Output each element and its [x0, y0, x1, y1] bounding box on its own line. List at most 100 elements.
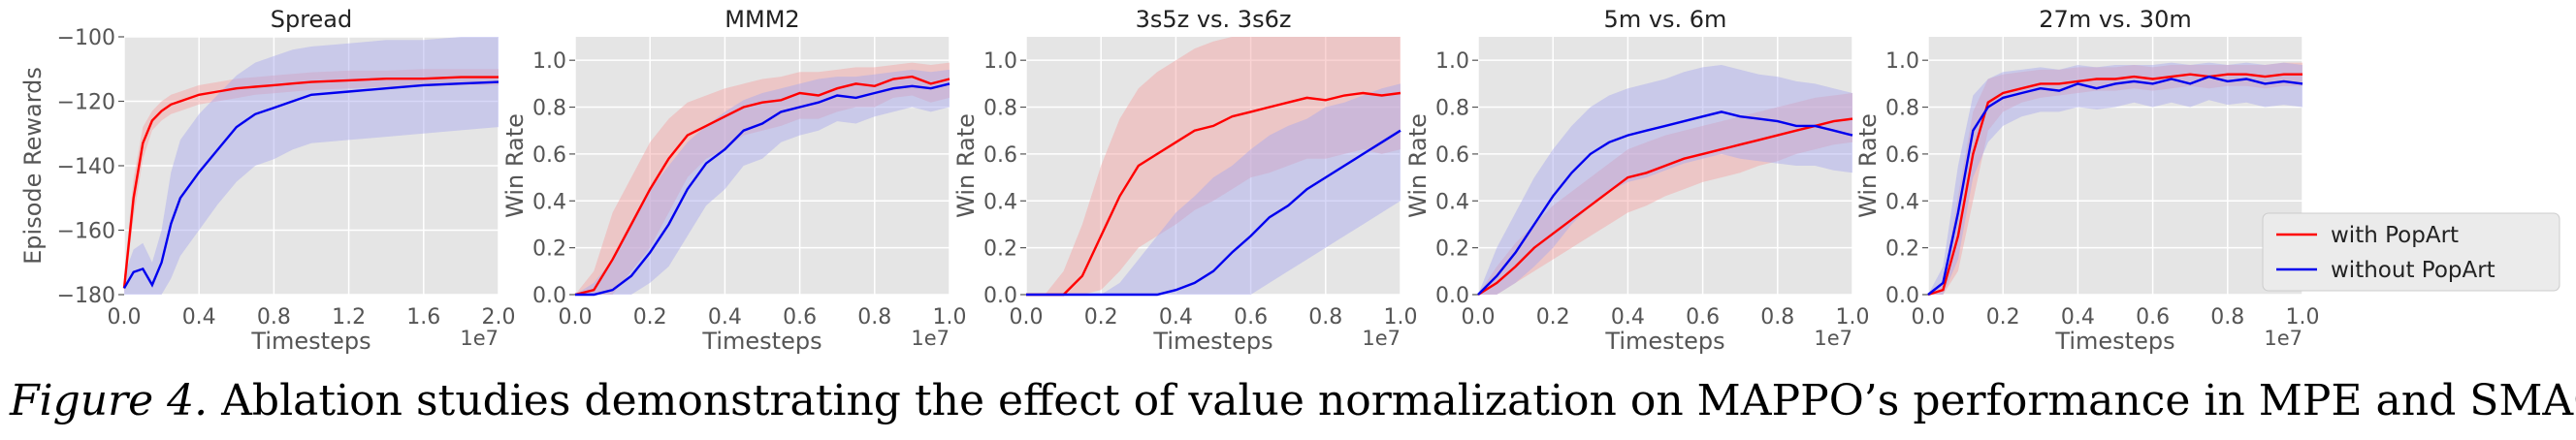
- y-tick-label: −100: [57, 26, 115, 50]
- caption-label: Figure 4.: [10, 376, 209, 425]
- y-tick-label: 0.2: [983, 237, 1017, 262]
- y-tick-label: 0.4: [983, 190, 1017, 214]
- y-tick-label: 0.2: [1435, 237, 1469, 262]
- band-with-popart: [1478, 93, 1852, 295]
- chart-panel-1: 0.0 0.4 0.8 1.2 1.6 2.0 −180 −160 −140 −120 −100 Sp…: [19, 6, 516, 355]
- x-axis-label: Timesteps: [250, 328, 370, 355]
- y-tick-label: 0.6: [1435, 143, 1469, 168]
- band-without-popart: [1478, 65, 1852, 295]
- x-tick-label: 0.4: [708, 305, 742, 330]
- chart-panel-4: 0.0 0.2 0.4 0.6 0.8 1.0 0.0 0.2 0.4 0.6 0.8 1.0 5m v…: [1404, 6, 1870, 355]
- x-offset-label: 1e7: [911, 327, 950, 350]
- plot-area: [575, 37, 950, 295]
- x-tick-label: 1.2: [332, 305, 366, 330]
- y-tick-label: −140: [57, 155, 115, 179]
- y-axis-label: Win Rate: [1854, 113, 1882, 218]
- y-tick-label: 0.8: [1885, 97, 1919, 121]
- panel-title: Spread: [271, 6, 353, 33]
- x-axis-label: Timesteps: [2054, 328, 2174, 355]
- y-axis-label: Win Rate: [501, 113, 529, 218]
- x-offset-label: 1e7: [1362, 327, 1401, 350]
- x-tick-label: 0.2: [1084, 305, 1118, 330]
- y-tick-label: −160: [57, 220, 115, 244]
- series-line-without-popart: [575, 82, 950, 297]
- x-offset-label: 1e7: [460, 327, 499, 350]
- x-tick-label: 0.6: [2136, 305, 2170, 330]
- x-tick-label: 0.6: [1686, 305, 1720, 330]
- x-tick-label: 0.0: [1462, 305, 1496, 330]
- band-with-popart: [575, 62, 950, 295]
- x-tick-label: 0.2: [633, 305, 667, 330]
- x-tick-label: 0.0: [1010, 305, 1044, 330]
- y-tick-label: −180: [57, 284, 115, 308]
- panel-title: 3s5z vs. 3s6z: [1136, 6, 1292, 33]
- x-axis-label: Timesteps: [1152, 328, 1272, 355]
- series-line-with-popart: [122, 76, 499, 289]
- x-tick-label: 0.8: [1760, 305, 1794, 330]
- series-line-without-popart: [1026, 129, 1401, 297]
- x-tick-label: 1.0: [933, 305, 967, 330]
- panel-title: 27m vs. 30m: [2039, 6, 2191, 33]
- y-tick-label: 1.0: [983, 49, 1017, 74]
- legend-label: without PopArt: [2331, 258, 2496, 283]
- caption-text: Ablation studies demonstrating the effec…: [221, 376, 2576, 425]
- x-tick-label: 0.0: [108, 305, 142, 330]
- band-without-popart: [124, 37, 499, 295]
- x-tick-label: 0.0: [1912, 305, 1946, 330]
- series-line-without-popart: [1477, 110, 1853, 296]
- y-tick-label: 0.0: [983, 284, 1017, 308]
- chart-panel-3: 0.0 0.2 0.4 0.6 0.8 1.0 0.0 0.2 0.4 0.6 0.8 1.0 3s5z…: [952, 6, 1418, 355]
- band-with-popart: [1026, 37, 1401, 295]
- y-tick-label: 0.8: [983, 97, 1017, 121]
- series-line-with-popart: [1927, 73, 2302, 297]
- chart-panel-5: 0.0 0.2 0.4 0.6 0.8 1.0 0.0 0.2 0.4 0.6 0.8 1.0 27m …: [1854, 6, 2320, 355]
- x-offset-label: 1e7: [1814, 327, 1852, 350]
- x-tick-label: 1.0: [1384, 305, 1418, 330]
- panel-title: 5m vs. 6m: [1604, 6, 1727, 33]
- x-tick-label: 0.4: [1159, 305, 1193, 330]
- y-tick-label: 0.2: [532, 237, 566, 262]
- x-tick-label: 0.4: [1611, 305, 1645, 330]
- x-tick-label: 0.2: [1986, 305, 2020, 330]
- plot-area: [1026, 37, 1401, 295]
- series-line-without-popart: [122, 80, 499, 290]
- x-axis-label: Timesteps: [1604, 328, 1724, 355]
- x-tick-label: 0.8: [257, 305, 291, 330]
- x-tick-label: 0.2: [1536, 305, 1570, 330]
- chart-figure: 0.0 0.4 0.8 1.2 1.6 2.0 −180 −160 −140 −120 −100 Sp…: [19, 6, 2560, 355]
- y-tick-label: 1.0: [1885, 49, 1919, 74]
- legend-label: with PopArt: [2331, 223, 2459, 248]
- y-tick-label: 0.8: [1435, 97, 1469, 121]
- band-with-popart: [1928, 62, 2302, 295]
- y-tick-label: 1.0: [1435, 49, 1469, 74]
- x-tick-label: 0.8: [1308, 305, 1342, 330]
- legend-box: [2262, 212, 2560, 292]
- y-tick-label: 0.2: [1885, 237, 1919, 262]
- x-tick-label: 0.8: [2210, 305, 2244, 330]
- series-line-with-popart: [1026, 91, 1401, 297]
- y-axis-label: Win Rate: [952, 113, 980, 218]
- chart-panel-2: 0.0 0.2 0.4 0.6 0.8 1.0 0.0 0.2 0.4 0.6 0.8 1.0 MMM2…: [501, 6, 967, 355]
- y-tick-label: 0.0: [1885, 284, 1919, 308]
- x-tick-label: 1.0: [1836, 305, 1870, 330]
- x-tick-label: 0.0: [559, 305, 593, 330]
- band-without-popart: [1026, 83, 1401, 296]
- y-tick-label: 0.8: [532, 97, 566, 121]
- figure-caption: Figure 4. Ablation studies demonstrating…: [10, 376, 2576, 425]
- panel-title: MMM2: [724, 6, 799, 33]
- series-line-with-popart: [574, 75, 950, 297]
- y-tick-label: 0.4: [1885, 190, 1919, 214]
- x-tick-label: 0.4: [182, 305, 216, 330]
- x-tick-label: 0.4: [2061, 305, 2095, 330]
- x-tick-label: 0.6: [783, 305, 817, 330]
- series-line-without-popart: [1927, 75, 2303, 296]
- y-axis-label: Win Rate: [1404, 113, 1432, 218]
- y-tick-label: 0.0: [1435, 284, 1469, 308]
- y-tick-label: 0.6: [532, 143, 566, 168]
- y-tick-label: 0.4: [1435, 190, 1469, 214]
- legend: with PopArt without PopArt: [2262, 212, 2560, 292]
- x-offset-label: 1e7: [2264, 327, 2302, 350]
- band-without-popart: [575, 69, 950, 296]
- y-tick-label: −120: [57, 91, 115, 115]
